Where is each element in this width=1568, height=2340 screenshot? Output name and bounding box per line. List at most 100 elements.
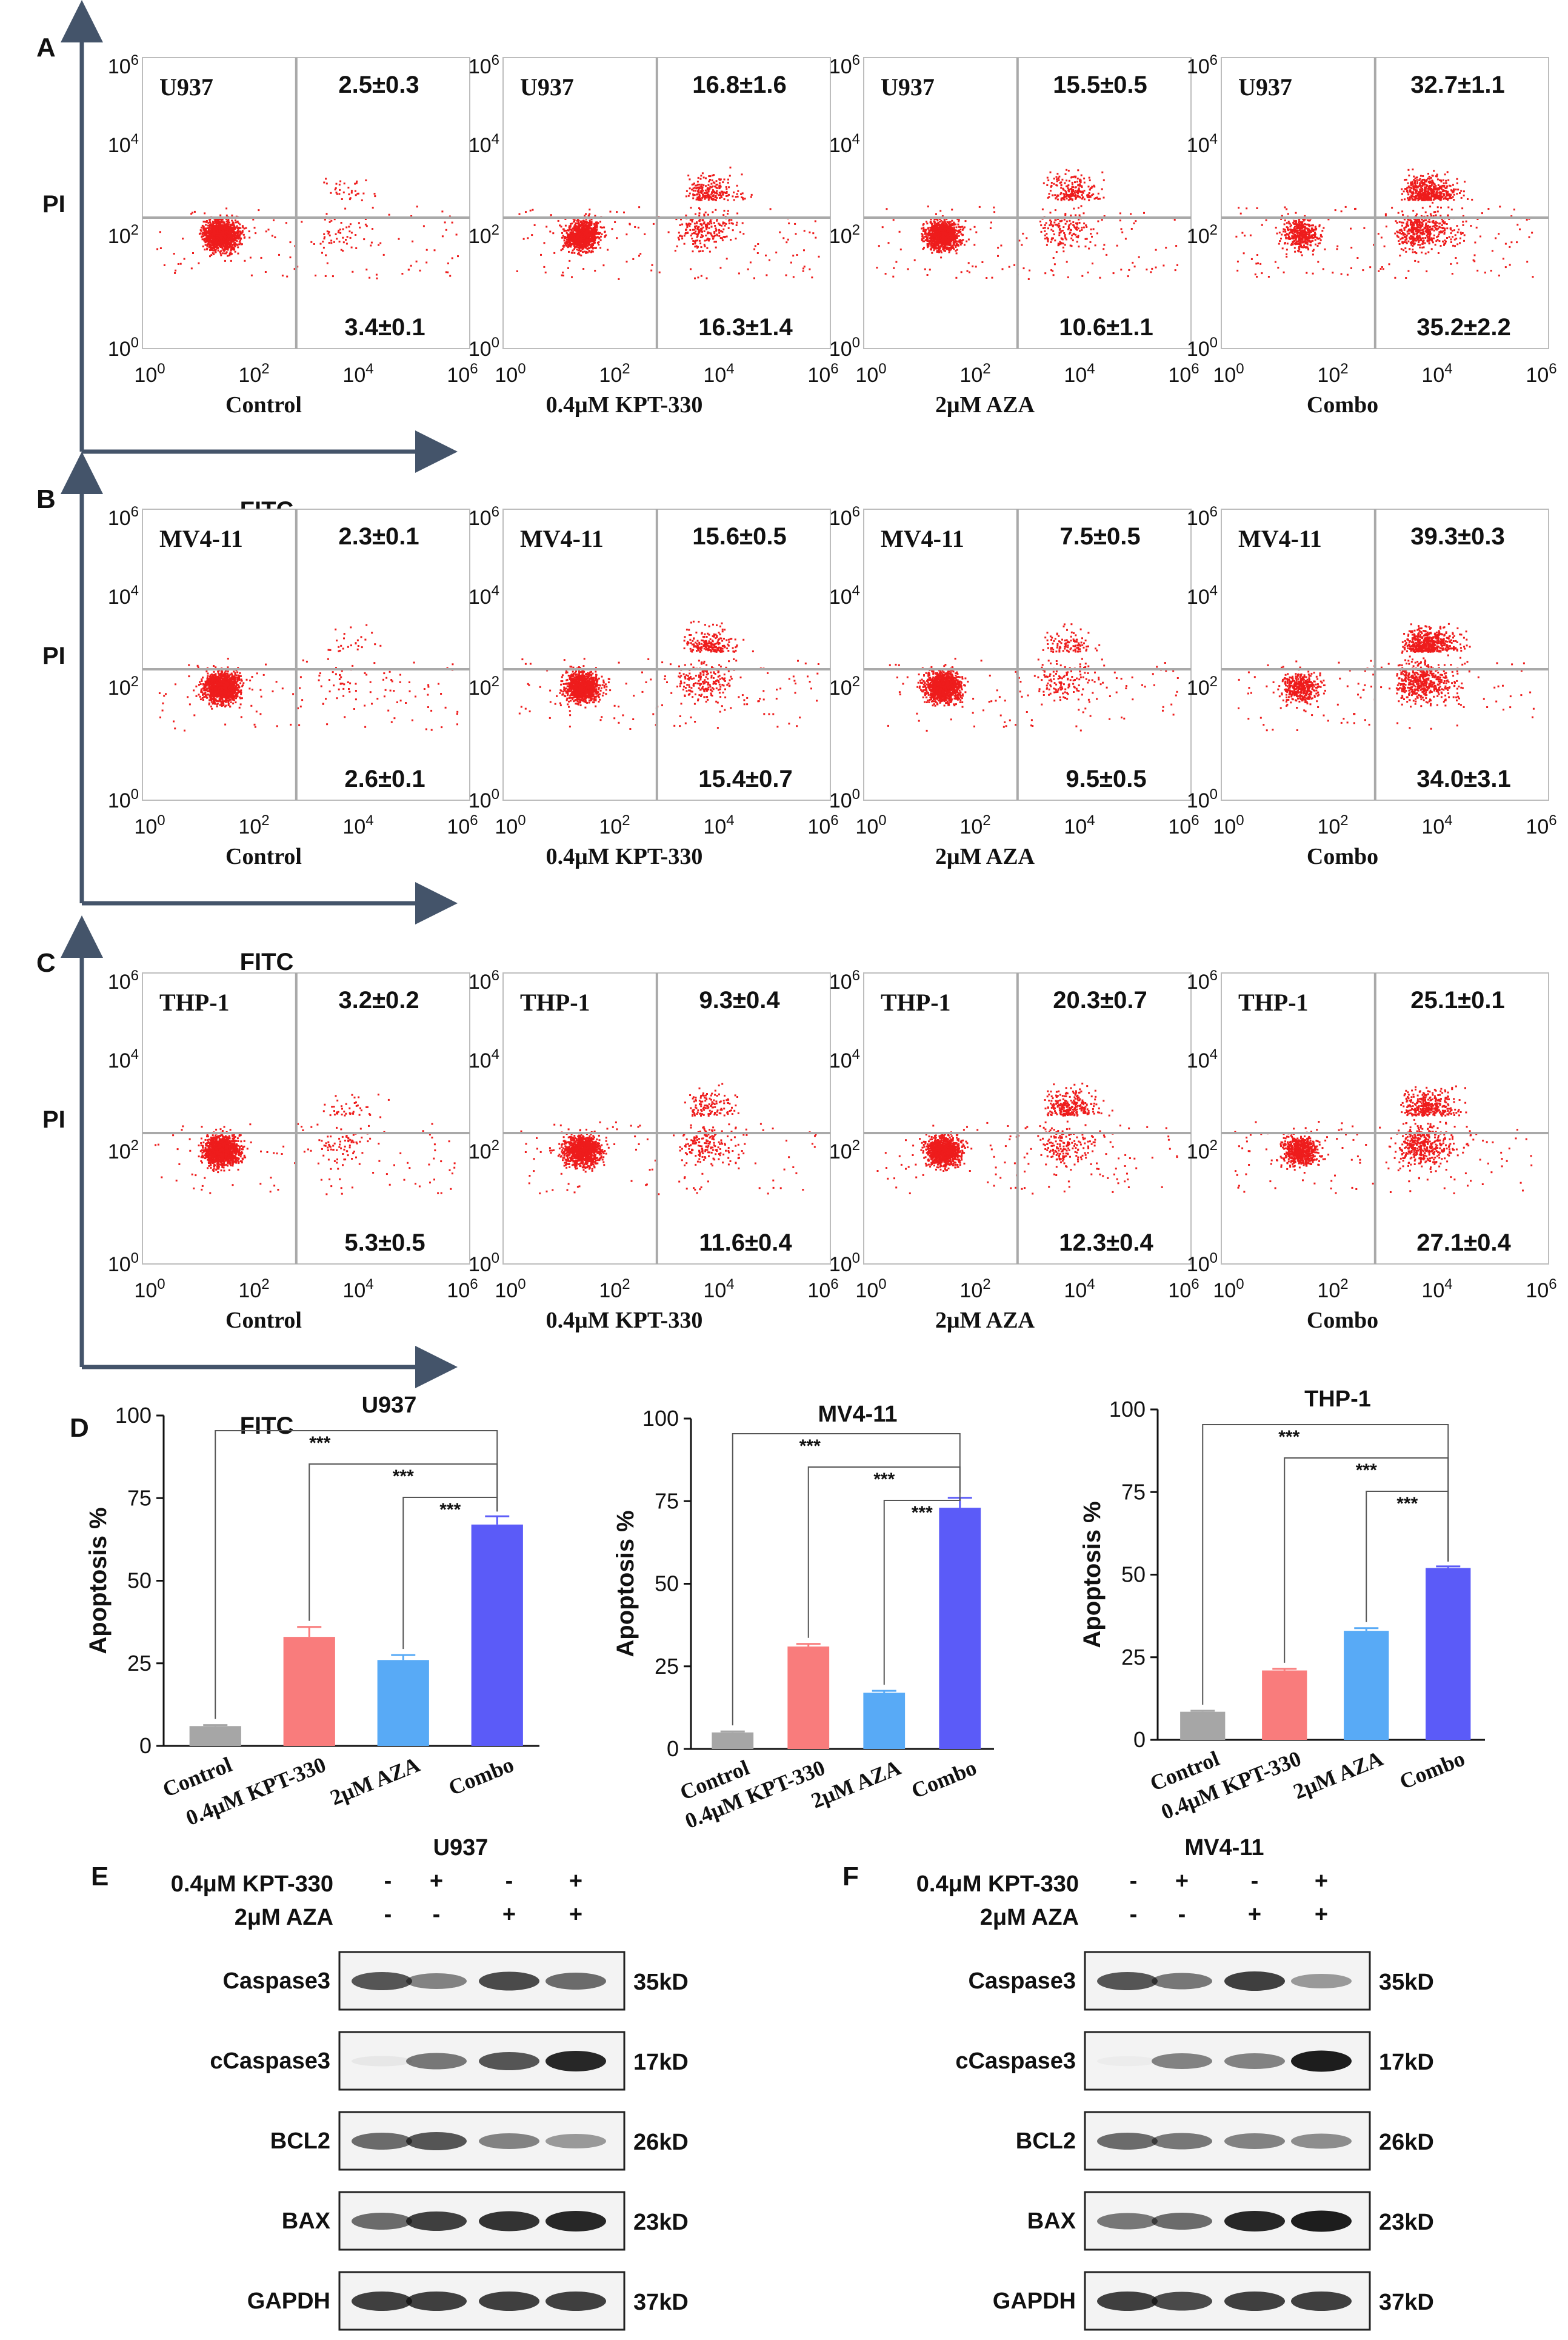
molecular-weight-label: 37kD [633,2290,689,2315]
significance-stars: *** [873,1469,895,1489]
y-tick-label: 104 [469,583,499,609]
y-tick-label: 106 [469,968,499,994]
significance-bracket [883,1493,961,1685]
scatter-dots [1235,169,1534,279]
protein-label: BAX [282,2208,331,2234]
significance-bracket [807,1466,961,1638]
blot-row: cCaspase3 17kD [210,2031,689,2091]
protein-band [1152,2292,1212,2311]
scatter-dots [520,1083,817,1195]
treatment-sign: - [433,1902,441,1927]
x-tick-label: 100 [495,361,525,387]
pi-axis-label: PI [42,643,65,669]
cell-line-label: U937 [1238,73,1292,101]
y-tick-label: 106 [829,504,860,530]
y-tick-label: 100 [469,335,499,361]
plot-frame [1221,57,1549,349]
blot-row: Caspase3 35kD [969,1951,1434,2011]
chart-title: U937 [362,1392,417,1418]
y-tick-label: 102 [1187,674,1218,700]
y-tick-label: 104 [1187,131,1218,157]
lower-right-quadrant-value: 9.5±0.5 [1066,766,1146,792]
y-tick-label: 25 [1121,1645,1146,1670]
x-tick-label: 104 [342,1276,373,1302]
y-tick-label: 100 [1187,1250,1218,1276]
flow-panel-A: APIFITCU9372.5±0.33.4±0.1100102104106100… [36,0,1557,524]
protein-band [352,1972,412,1990]
y-tick-label: 106 [829,968,860,994]
significance-bracket [732,1433,961,1726]
upper-right-quadrant-value: 20.3±0.7 [1053,987,1147,1014]
condition-label: 0.4μM KPT-330 [546,392,703,418]
scatter-dots [158,624,459,732]
bar [1426,1568,1471,1740]
y-tick-label: 104 [469,1046,499,1072]
protein-label: Caspase3 [223,1968,330,1994]
plot-frame [863,972,1192,1265]
category-label: Combo [445,1752,517,1800]
cell-line-label: MV4-11 [881,525,964,552]
chart-title: MV4-11 [818,1402,898,1427]
protein-band [1224,1971,1285,1991]
x-tick-label: 104 [1064,1276,1095,1302]
y-tick-label: 50 [127,1568,152,1593]
y-tick-label: 104 [829,583,860,609]
molecular-weight-label: 35kD [1379,1970,1434,1995]
x-tick-label: 106 [447,1276,478,1302]
y-tick-label: 0 [667,1736,679,1761]
upper-right-quadrant-value: 39.3±0.3 [1410,523,1504,550]
plot-frame [142,57,470,349]
lower-right-quadrant-value: 34.0±3.1 [1416,766,1510,792]
plot-frame [142,509,470,801]
bar [377,1660,429,1746]
y-tick-label: 106 [1187,504,1218,530]
x-tick-label: 102 [599,361,630,387]
significance-stars: *** [799,1436,821,1456]
plot-frame [863,509,1192,801]
y-tick-label: 102 [829,674,860,700]
protein-label: GAPDH [247,2288,330,2314]
x-tick-label: 100 [855,361,886,387]
upper-right-quadrant-value: 16.8±1.6 [692,72,786,98]
scatter-dots [876,1082,1178,1195]
molecular-weight-label: 26kD [633,2130,689,2155]
condition-label: Control [225,1308,302,1333]
x-tick-label: 100 [134,812,165,838]
y-tick-label: 102 [108,222,139,248]
upper-right-quadrant-value: 2.5±0.3 [338,72,419,98]
blot-row: GAPDH 37kD [993,2271,1434,2331]
y-tick-label: 100 [829,786,860,812]
protein-band [1152,2053,1212,2069]
protein-band [1152,2133,1212,2150]
y-tick-label: 104 [1187,1046,1218,1072]
significance-bracket [402,1497,498,1650]
protein-band [406,2211,467,2231]
y-tick-label: 102 [1187,1137,1218,1163]
protein-band [406,2053,467,2070]
x-tick-label: 106 [1168,361,1199,387]
lower-right-quadrant-value: 11.6±0.4 [699,1229,792,1256]
bar [1344,1631,1389,1740]
protein-band [406,2132,467,2150]
y-tick-label: 104 [108,131,139,157]
treatment-sign: + [1315,1902,1328,1927]
x-tick-label: 104 [703,361,734,387]
protein-band [479,2211,539,2231]
protein-band [479,1971,539,1991]
molecular-weight-label: 37kD [1379,2290,1434,2315]
x-tick-label: 102 [959,812,990,838]
y-tick-label: 100 [108,1250,139,1276]
significance-stars: *** [1278,1427,1299,1447]
y-tick-label: 102 [469,674,499,700]
flow-plot: U937 32.7±1.1 35.2±2.2 100 102 104 106 100 102 10… [1187,52,1557,418]
y-tick-label: 100 [108,335,139,361]
treatment-label: 0.4μM KPT-330 [171,1871,333,1897]
y-tick-label: 104 [829,1046,860,1072]
upper-right-quadrant-value: 15.5±0.5 [1053,72,1147,98]
panel-letter: F [842,1862,859,1891]
treatment-sign: + [1315,1868,1328,1894]
flow-plot: MV4-11 2.3±0.1 2.6±0.1 100 102 104 106 100 102 10… [108,504,478,869]
y-tick-label: 0 [1133,1727,1146,1752]
condition-label: Combo [1307,1308,1378,1333]
